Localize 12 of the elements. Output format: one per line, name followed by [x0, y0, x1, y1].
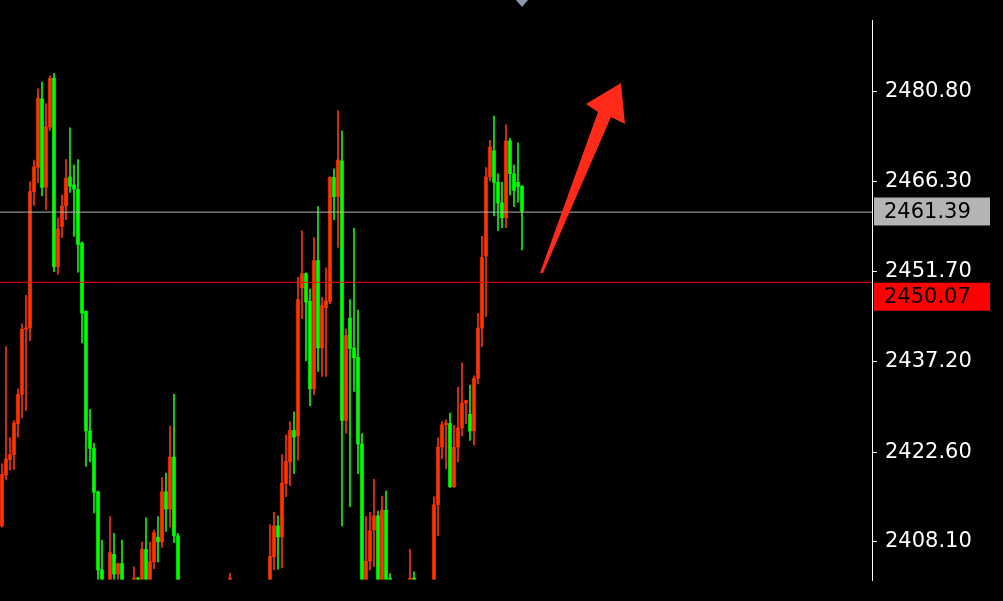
y-tick-label: 2451.70: [885, 258, 972, 283]
candlestick: [156, 516, 160, 563]
ref-line-label: 2450.07: [884, 284, 971, 309]
candlestick: [292, 411, 296, 475]
y-tick-label: 2437.20: [885, 348, 972, 373]
candlestick: [276, 515, 280, 570]
ref-line-label: 2461.39: [884, 199, 971, 224]
y-tick-label: 2466.30: [885, 167, 972, 192]
y-tick-label: 2480.80: [885, 77, 972, 102]
candlestick: [372, 479, 376, 568]
y-tick-label: 2422.60: [885, 438, 972, 463]
y-tick-label: 2408.10: [885, 528, 972, 553]
